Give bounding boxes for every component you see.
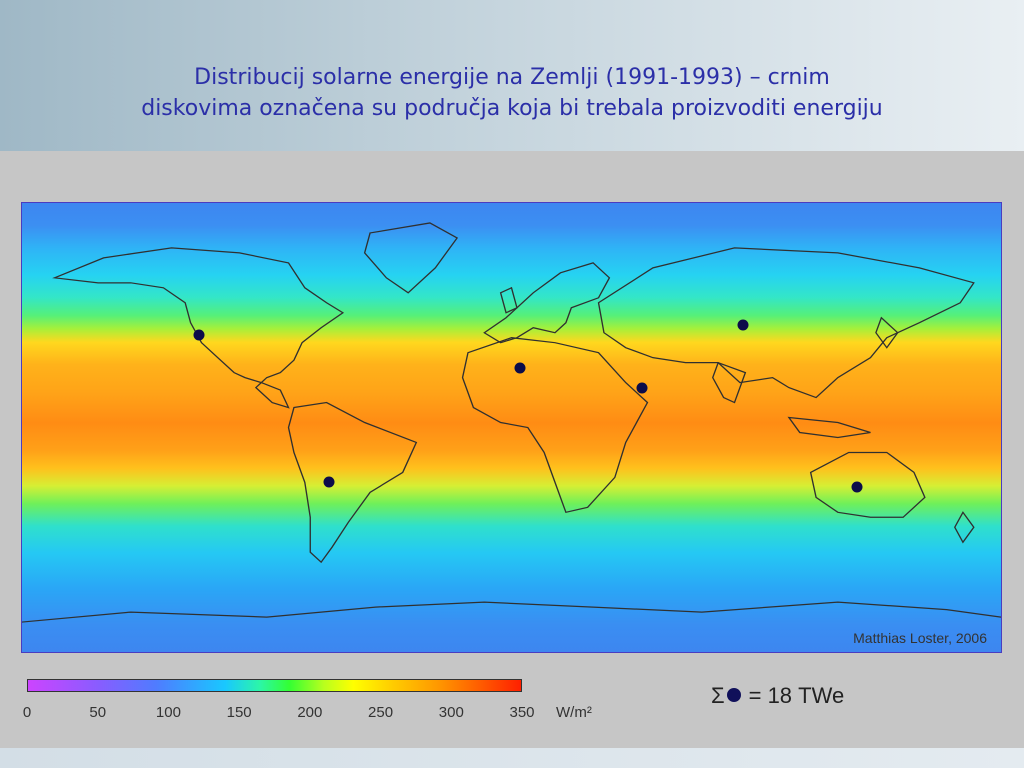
site-marker-australia [851,481,863,493]
site-marker-central-asia [737,319,749,331]
colorbar-tick-label: 50 [89,704,107,721]
colorbar-unit: W/m² [556,704,592,721]
sigma-symbol: Σ [711,683,725,708]
slide-title: Distribucij solarne energije na Zemlji (… [0,62,1024,124]
colorbar [27,679,522,692]
new-zealand-outline [954,511,975,544]
site-marker-arabia [636,382,648,394]
continent-outlines [22,222,1001,623]
colorbar-tick-label: 200 [297,704,323,721]
total-power-value: = 18 TWe [748,683,845,708]
colorbar-tick-label: 250 [368,704,394,721]
title-line-1: Distribucij solarne energije na Zemlji (… [194,65,830,90]
europe-outline [483,262,611,344]
north-america-outline [52,247,345,409]
india-outline [712,361,747,404]
total-power-legend: Σ = 18 TWe [711,683,844,709]
colorbar-tick-label: 300 [438,704,464,721]
japan-outline [875,316,899,349]
asia-outline [597,247,975,399]
site-marker-south-america [323,476,335,488]
uk-outline [499,286,518,314]
africa-outline [461,337,649,514]
greenland-outline [363,222,459,294]
indonesia-outline [787,416,871,439]
title-line-2: diskovima označena su područja koja bi t… [141,96,883,121]
colorbar-tick-label: 150 [226,704,252,721]
solar-irradiance-map: Matthias Loster, 2006 [21,202,1002,653]
site-marker-north-america [193,329,205,341]
south-america-outline [287,401,418,564]
colorbar-tick-label: 0 [22,704,32,721]
antarctica-outline [22,601,1001,623]
map-credit: Matthias Loster, 2006 [853,630,987,646]
site-marker-north-africa [514,362,526,374]
site-dot-icon [726,688,741,703]
colorbar-tick-label: 350 [509,704,535,721]
bottom-band [0,748,1024,768]
australia-outline [809,451,926,518]
colorbar-tick-label: 100 [155,704,181,721]
